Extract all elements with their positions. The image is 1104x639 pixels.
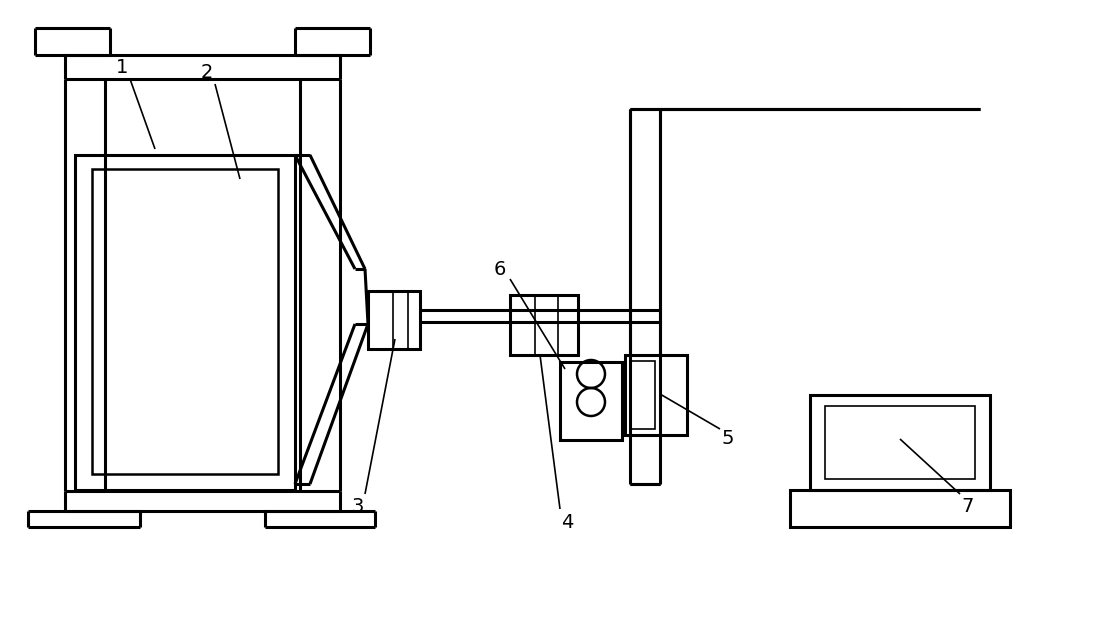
Bar (368, 291, 420, 349)
Bar (510, 295, 578, 355)
Text: 1: 1 (116, 58, 128, 77)
Bar (810, 395, 990, 490)
Bar (825, 406, 975, 479)
Text: 4: 4 (561, 512, 573, 532)
Bar (625, 355, 687, 435)
Bar (790, 490, 1010, 527)
Bar (75, 155, 295, 490)
Text: 6: 6 (493, 259, 507, 279)
Bar (560, 362, 622, 440)
Text: 5: 5 (722, 429, 734, 449)
Text: 2: 2 (201, 63, 213, 82)
Bar (630, 361, 655, 429)
Text: 7: 7 (962, 498, 974, 516)
Text: 3: 3 (352, 498, 364, 516)
Bar (92, 169, 278, 474)
